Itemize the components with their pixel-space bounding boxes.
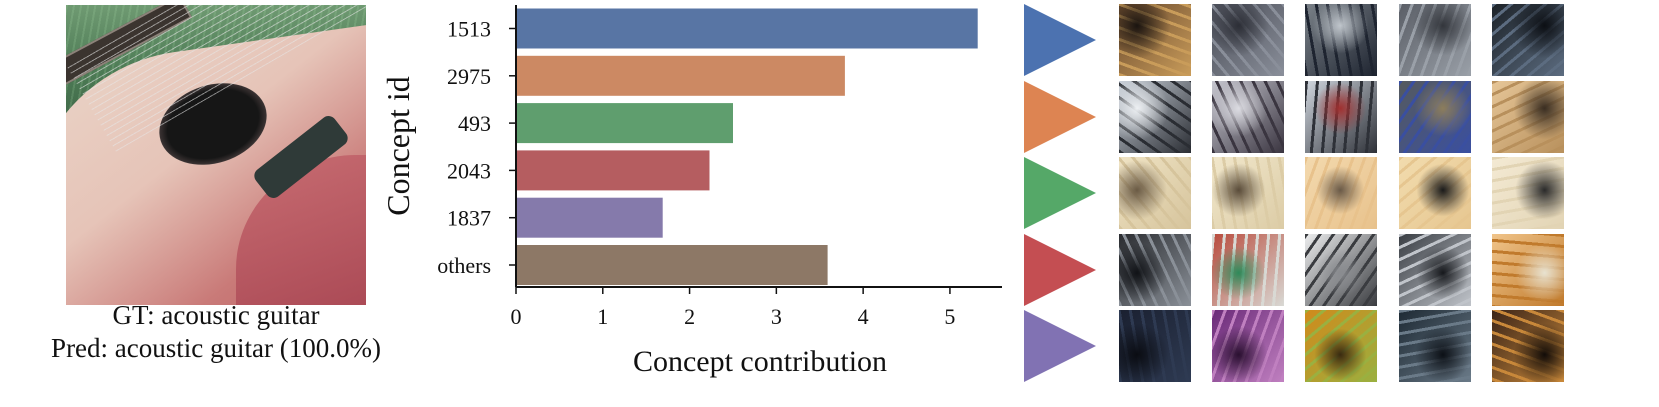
triangle-marker-icon	[1024, 234, 1096, 306]
bar-1513	[516, 8, 978, 49]
concept-example-image-r5-c3	[1305, 310, 1377, 382]
concept-example-image-r3-c5	[1492, 157, 1564, 229]
concept-example-image-r2-c3	[1305, 81, 1377, 153]
concept-color-marker-1	[1024, 4, 1098, 76]
bar-2043	[516, 150, 710, 191]
concept-example-image-r5-c1	[1119, 310, 1191, 382]
x-tick-label-3: 3	[771, 304, 782, 329]
concept-example-image-r3-c4	[1399, 157, 1471, 229]
triangle-marker-icon	[1024, 4, 1096, 76]
concept-example-image-r5-c4	[1399, 310, 1471, 382]
concept-example-image-r2-c1	[1119, 81, 1191, 153]
concept-example-image-r3-c3	[1305, 157, 1377, 229]
concept-contribution-bar-chart: 1513 2975 493 2043 1837 others 0 1 2 3 4 5 Concept…	[380, 5, 1002, 378]
concept-example-image-r2-c2	[1212, 81, 1284, 153]
ground-truth-label: GT: acoustic guitar	[112, 300, 320, 330]
y-tick-label-others: others	[437, 253, 491, 278]
triangle-marker-icon	[1024, 310, 1096, 382]
concept-example-image-r2-c4	[1399, 81, 1471, 153]
concept-example-image-r4-c4	[1399, 234, 1471, 306]
concept-example-image-r3-c1	[1119, 157, 1191, 229]
concept-example-image-r4-c2	[1212, 234, 1284, 306]
concept-example-image-r1-c1	[1119, 4, 1191, 76]
y-tick-label-2043: 2043	[447, 158, 491, 183]
concept-example-image-r1-c5	[1492, 4, 1564, 76]
y-axis-label: Concept id	[380, 76, 416, 216]
concept-example-image-r1-c2	[1212, 4, 1284, 76]
x-tick-label-0: 0	[511, 304, 522, 329]
y-tick-label-1513: 1513	[447, 17, 491, 42]
input-image-acoustic-guitar	[66, 5, 366, 305]
y-tick-label-1837: 1837	[447, 206, 491, 231]
concept-example-image-r1-c3	[1305, 4, 1377, 76]
x-tick-labels: 0 1 2 3 4 5	[511, 287, 955, 329]
concept-color-marker-2	[1024, 81, 1098, 153]
bar-2975	[516, 55, 845, 96]
x-axis-label: Concept contribution	[633, 345, 887, 378]
y-tick-label-2975: 2975	[447, 64, 491, 89]
y-tick-labels: 1513 2975 493 2043 1837 others	[437, 17, 516, 278]
concept-color-marker-3	[1024, 157, 1098, 229]
triangle-marker-icon	[1024, 157, 1096, 229]
concept-example-image-r1-c4	[1399, 4, 1471, 76]
concept-color-marker-4	[1024, 234, 1098, 306]
concept-example-image-r3-c2	[1212, 157, 1284, 229]
triangle-marker-icon	[1024, 81, 1096, 153]
concept-example-image-r4-c3	[1305, 234, 1377, 306]
concept-example-image-r5-c5	[1492, 310, 1564, 382]
x-tick-label-4: 4	[858, 304, 869, 329]
bar-group	[516, 8, 978, 285]
bar-1837	[516, 197, 663, 238]
bar-others	[516, 245, 828, 285]
concept-color-marker-5	[1024, 310, 1098, 382]
bar-493	[516, 103, 733, 144]
concept-example-image-r5-c2	[1212, 310, 1284, 382]
x-tick-label-2: 2	[684, 304, 695, 329]
prediction-label: Pred: acoustic guitar (100.0%)	[51, 333, 381, 363]
concept-example-image-r4-c5	[1492, 234, 1564, 306]
x-tick-label-5: 5	[944, 304, 955, 329]
concept-example-image-r2-c5	[1492, 81, 1564, 153]
x-tick-label-1: 1	[597, 304, 608, 329]
concept-example-image-r4-c1	[1119, 234, 1191, 306]
y-tick-label-493: 493	[458, 111, 491, 136]
